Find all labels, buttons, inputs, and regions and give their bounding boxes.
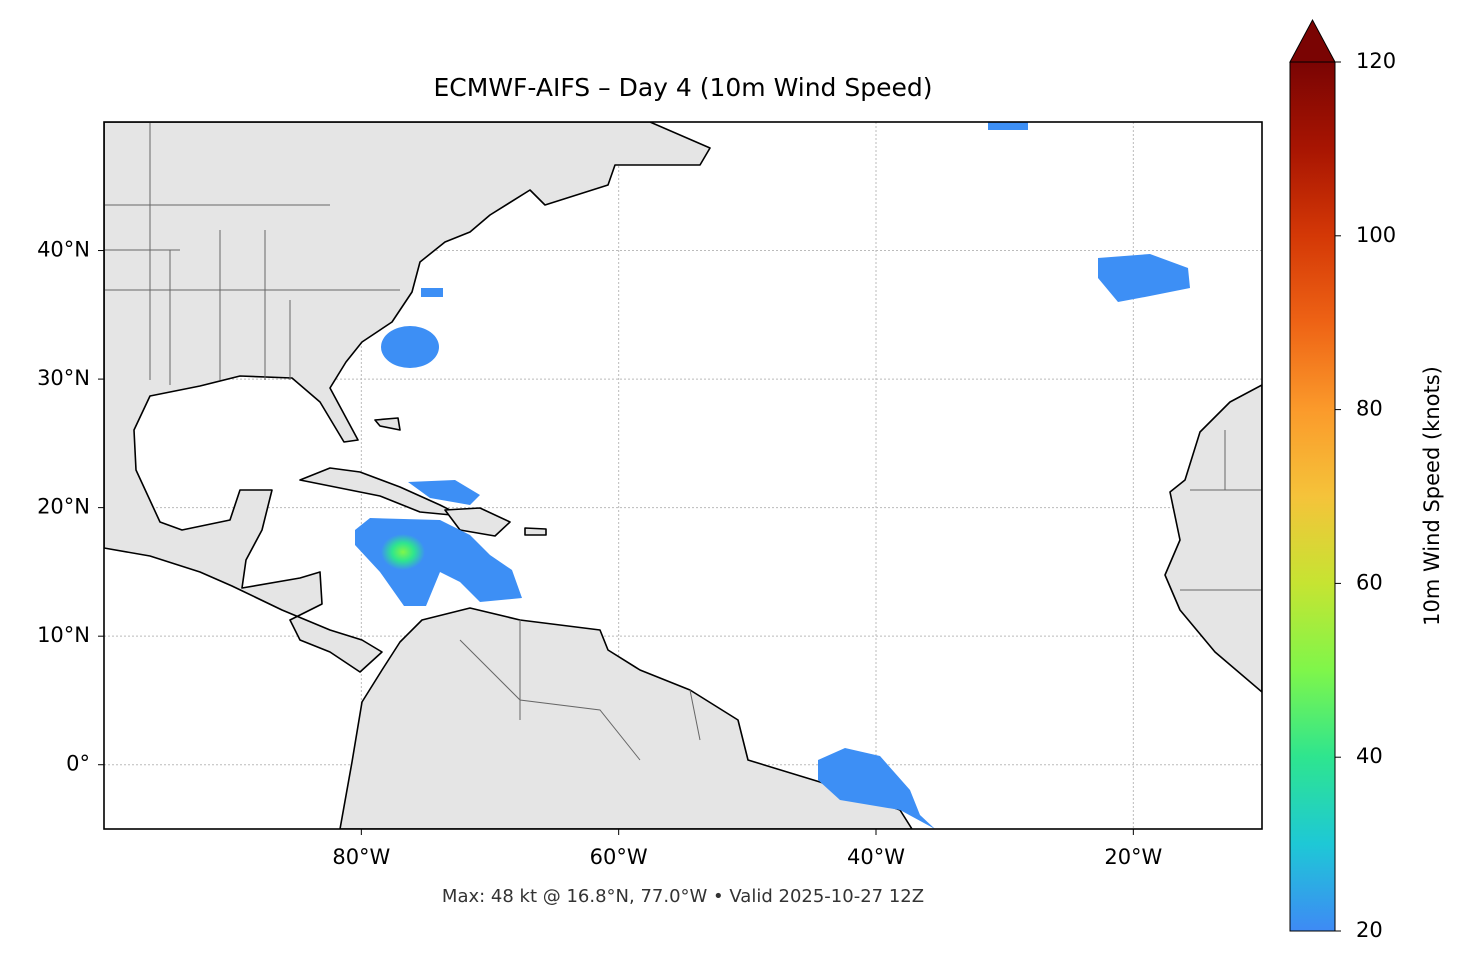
colorbar-tick-label: 20 xyxy=(1356,918,1383,942)
y-tick-label: 20°N xyxy=(37,495,90,519)
x-tick-label: 20°W xyxy=(1104,845,1162,869)
north-america xyxy=(104,122,711,673)
colorbar-tick-label: 100 xyxy=(1356,223,1396,247)
x-tick-label: 60°W xyxy=(590,845,648,869)
wind-field xyxy=(355,122,1190,829)
hispaniola xyxy=(444,507,511,537)
chart-title: ECMWF-AIFS – Day 4 (10m Wind Speed) xyxy=(434,73,933,102)
y-tick-label: 30°N xyxy=(37,366,90,390)
annotation: Max: 48 kt @ 16.8°N, 77.0°W • Valid 2025… xyxy=(442,886,924,907)
y-tick-label: 0° xyxy=(66,752,90,776)
bahamas xyxy=(374,417,401,431)
colorbar-bar xyxy=(1289,61,1336,932)
borders xyxy=(104,122,1262,761)
puerto-rico xyxy=(524,527,547,536)
y-tick-label: 10°N xyxy=(37,623,90,647)
colorbar-label: 10m Wind Speed (knots) xyxy=(1420,366,1444,626)
south-america xyxy=(339,607,913,829)
colorbar: 10m Wind Speed (knots) 20 40 60 80 100 120 xyxy=(1289,18,1444,942)
colorbar-tick-label: 60 xyxy=(1356,570,1383,594)
map xyxy=(104,122,1262,829)
x-tick-label: 40°W xyxy=(847,845,905,869)
y-tick-label: 40°N xyxy=(37,238,90,262)
colorbar-tick-label: 40 xyxy=(1356,744,1383,768)
x-tick-label: 80°W xyxy=(332,845,390,869)
colorbar-tick-label: 120 xyxy=(1356,49,1396,73)
map-frame xyxy=(103,121,1263,830)
colorbar-tick-label: 80 xyxy=(1356,397,1383,421)
africa xyxy=(1164,384,1262,693)
colorbar-extend xyxy=(1289,18,1336,63)
